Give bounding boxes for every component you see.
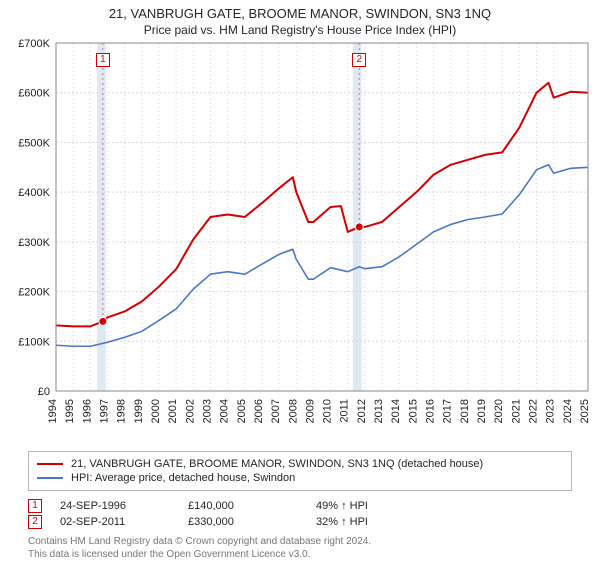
svg-text:2003: 2003 xyxy=(201,399,213,423)
svg-text:£700K: £700K xyxy=(18,39,50,50)
page-title: 21, VANBRUGH GATE, BROOME MANOR, SWINDON… xyxy=(8,6,592,21)
svg-text:2010: 2010 xyxy=(322,399,334,423)
legend-swatch xyxy=(37,463,63,465)
svg-text:2007: 2007 xyxy=(270,399,282,423)
event-marker-icon: 2 xyxy=(28,515,42,529)
legend-item-hpi: HPI: Average price, detached house, Swin… xyxy=(37,472,563,484)
price-chart: £0 £100K £200K £300K £400K £500K £600K £700K 199… xyxy=(0,39,600,445)
event-hpi: 49% ↑ HPI xyxy=(316,500,426,512)
svg-text:2004: 2004 xyxy=(219,399,231,423)
svg-text:£200K: £200K xyxy=(18,287,50,299)
svg-text:£600K: £600K xyxy=(18,88,50,100)
event-marker-icon: 1 xyxy=(28,499,42,513)
chart-marker-icon: 2 xyxy=(352,53,366,67)
svg-text:2023: 2023 xyxy=(545,399,557,423)
svg-text:2009: 2009 xyxy=(304,399,316,423)
legend: 21, VANBRUGH GATE, BROOME MANOR, SWINDON… xyxy=(28,451,572,491)
svg-text:2012: 2012 xyxy=(356,399,368,423)
svg-text:2021: 2021 xyxy=(510,399,522,423)
svg-text:2008: 2008 xyxy=(287,399,299,423)
footnote-line: Contains HM Land Registry data © Crown c… xyxy=(28,535,572,548)
event-row: 2 02-SEP-2011 £330,000 32% ↑ HPI xyxy=(28,515,572,529)
svg-text:2002: 2002 xyxy=(184,399,196,423)
svg-text:£500K: £500K xyxy=(18,137,50,149)
svg-text:2000: 2000 xyxy=(150,399,162,423)
footnote: Contains HM Land Registry data © Crown c… xyxy=(28,535,572,561)
event-row: 1 24-SEP-1996 £140,000 49% ↑ HPI xyxy=(28,499,572,513)
svg-text:1998: 1998 xyxy=(116,399,128,423)
legend-label: 21, VANBRUGH GATE, BROOME MANOR, SWINDON… xyxy=(71,458,483,470)
chart-svg: £0 £100K £200K £300K £400K £500K £600K £700K 199… xyxy=(0,39,600,445)
svg-text:2025: 2025 xyxy=(579,399,591,423)
event-price: £140,000 xyxy=(188,500,298,512)
svg-text:2016: 2016 xyxy=(425,399,437,423)
svg-text:£400K: £400K xyxy=(18,187,50,199)
svg-text:2001: 2001 xyxy=(167,399,179,423)
svg-text:£0: £0 xyxy=(38,386,50,398)
svg-text:1999: 1999 xyxy=(133,399,145,423)
event-date: 24-SEP-1996 xyxy=(60,500,170,512)
svg-text:2020: 2020 xyxy=(493,399,505,423)
events-table: 1 24-SEP-1996 £140,000 49% ↑ HPI 2 02-SE… xyxy=(28,499,572,529)
legend-label: HPI: Average price, detached house, Swin… xyxy=(71,472,295,484)
event-date: 02-SEP-2011 xyxy=(60,516,170,528)
svg-text:2013: 2013 xyxy=(373,399,385,423)
legend-swatch xyxy=(37,477,63,479)
svg-text:2018: 2018 xyxy=(459,399,471,423)
svg-text:2005: 2005 xyxy=(236,399,248,423)
svg-text:1996: 1996 xyxy=(81,399,93,423)
svg-text:2006: 2006 xyxy=(253,399,265,423)
event-hpi: 32% ↑ HPI xyxy=(316,516,426,528)
svg-text:£100K: £100K xyxy=(18,336,50,348)
footnote-line: This data is licensed under the Open Gov… xyxy=(28,548,572,561)
svg-text:1995: 1995 xyxy=(64,399,76,423)
legend-item-property: 21, VANBRUGH GATE, BROOME MANOR, SWINDON… xyxy=(37,458,563,470)
svg-text:2014: 2014 xyxy=(390,399,402,423)
svg-text:2022: 2022 xyxy=(528,399,540,423)
svg-text:2015: 2015 xyxy=(407,399,419,423)
svg-text:2017: 2017 xyxy=(442,399,454,423)
svg-text:1997: 1997 xyxy=(98,399,110,423)
page-subtitle: Price paid vs. HM Land Registry's House … xyxy=(8,23,592,37)
chart-marker-icon: 1 xyxy=(96,53,110,67)
svg-text:1994: 1994 xyxy=(47,399,59,423)
svg-text:2024: 2024 xyxy=(562,399,574,423)
svg-text:£300K: £300K xyxy=(18,237,50,249)
svg-text:2011: 2011 xyxy=(339,399,351,423)
svg-text:2019: 2019 xyxy=(476,399,488,423)
event-price: £330,000 xyxy=(188,516,298,528)
